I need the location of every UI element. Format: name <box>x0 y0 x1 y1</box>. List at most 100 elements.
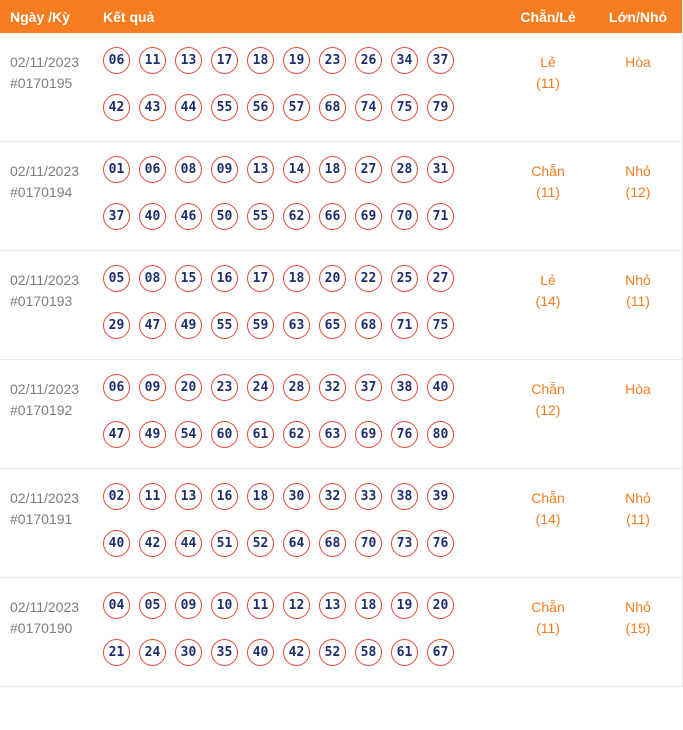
number-ball: 19 <box>283 47 310 74</box>
numbers-line-1: 06 11 13 17 18 19 23 26 34 37 <box>103 47 502 74</box>
evenodd-cell: Chẵn (11) <box>502 592 594 666</box>
number-ball: 68 <box>319 530 346 557</box>
table-header: Ngày /Kỳ Kết quả Chẵn/Lẻ Lớn/Nhỏ <box>0 0 682 33</box>
number-ball: 16 <box>211 483 238 510</box>
number-ball: 02 <box>103 483 130 510</box>
number-ball: 06 <box>103 374 130 401</box>
number-ball: 18 <box>319 156 346 183</box>
number-ball: 44 <box>175 94 202 121</box>
number-ball: 68 <box>319 94 346 121</box>
number-ball: 13 <box>175 483 202 510</box>
number-ball: 59 <box>247 312 274 339</box>
draw-info-cell: 02/11/2023 #0170191 <box>0 483 95 557</box>
numbers-line-2: 37 40 46 50 55 62 66 69 70 71 <box>103 203 502 230</box>
evenodd-cell: Chẵn (12) <box>502 374 594 448</box>
number-ball: 14 <box>283 156 310 183</box>
number-ball: 51 <box>211 530 238 557</box>
draw-id: #0170193 <box>10 293 73 309</box>
number-ball: 11 <box>139 483 166 510</box>
number-ball: 20 <box>319 265 346 292</box>
keno-results-table: Ngày /Kỳ Kết quả Chẵn/Lẻ Lớn/Nhỏ 02/11/2… <box>0 0 683 687</box>
draw-date: 02/11/2023 <box>10 163 80 179</box>
evenodd-label: Chẵn <box>531 381 565 397</box>
number-ball: 74 <box>355 94 382 121</box>
number-ball: 73 <box>391 530 418 557</box>
number-ball: 56 <box>247 94 274 121</box>
number-ball: 42 <box>139 530 166 557</box>
number-ball: 19 <box>391 592 418 619</box>
number-ball: 06 <box>139 156 166 183</box>
numbers-cell: 04 05 09 10 11 12 13 18 19 20 21 24 30 35 40 42 52 58 61 6… <box>95 592 502 666</box>
number-ball: 46 <box>175 203 202 230</box>
number-ball: 27 <box>355 156 382 183</box>
number-ball: 24 <box>139 639 166 666</box>
table-body: 02/11/2023 #0170195 06 11 13 17 18 19 23 26 34 37… <box>0 33 682 687</box>
number-ball: 40 <box>247 639 274 666</box>
draw-id: #0170190 <box>10 620 73 636</box>
number-ball: 18 <box>247 47 274 74</box>
number-ball: 80 <box>427 421 454 448</box>
number-ball: 55 <box>211 312 238 339</box>
number-ball: 17 <box>247 265 274 292</box>
evenodd-label: Chẵn <box>531 599 565 615</box>
number-ball: 52 <box>319 639 346 666</box>
number-ball: 13 <box>247 156 274 183</box>
numbers-line-2: 29 47 49 55 59 63 65 68 71 75 <box>103 312 502 339</box>
number-ball: 18 <box>355 592 382 619</box>
bigsmall-label: Hòa <box>625 381 651 397</box>
result-row: 02/11/2023 #0170195 06 11 13 17 18 19 23 26 34 37… <box>0 33 682 142</box>
number-ball: 23 <box>319 47 346 74</box>
number-ball: 37 <box>427 47 454 74</box>
number-ball: 42 <box>283 639 310 666</box>
draw-id: #0170195 <box>10 75 73 91</box>
evenodd-cell: Lẻ (14) <box>502 265 594 339</box>
numbers-cell: 05 08 15 16 17 18 20 22 25 27 29 47 49 55 59 63 65 68 71 7… <box>95 265 502 339</box>
bigsmall-count: (15) <box>625 620 651 636</box>
bigsmall-label: Nhỏ <box>625 490 651 506</box>
number-ball: 52 <box>247 530 274 557</box>
numbers-line-2: 42 43 44 55 56 57 68 74 75 79 <box>103 94 502 121</box>
number-ball: 30 <box>283 483 310 510</box>
bigsmall-count: (11) <box>626 511 650 527</box>
number-ball: 70 <box>355 530 382 557</box>
header-bigsmall-column: Lớn/Nhỏ <box>608 8 668 25</box>
number-ball: 55 <box>247 203 274 230</box>
bigsmall-cell: Nhỏ (15) <box>594 592 682 666</box>
evenodd-count: (12) <box>535 402 561 418</box>
result-row: 02/11/2023 #0170194 01 06 08 09 13 14 18 27 28 31… <box>0 142 682 251</box>
number-ball: 38 <box>391 483 418 510</box>
number-ball: 28 <box>283 374 310 401</box>
bigsmall-cell: Hòa <box>594 374 682 448</box>
number-ball: 17 <box>211 47 238 74</box>
draw-info-cell: 02/11/2023 #0170195 <box>0 47 95 121</box>
number-ball: 40 <box>103 530 130 557</box>
number-ball: 27 <box>427 265 454 292</box>
evenodd-label: Chẵn <box>531 490 565 506</box>
number-ball: 71 <box>391 312 418 339</box>
bigsmall-cell: Hòa <box>594 47 682 121</box>
header-result-column: Kết quả <box>103 8 155 25</box>
draw-date: 02/11/2023 <box>10 54 80 70</box>
number-ball: 61 <box>247 421 274 448</box>
number-ball: 55 <box>211 94 238 121</box>
evenodd-count: (11) <box>536 184 560 200</box>
draw-info-cell: 02/11/2023 #0170194 <box>0 156 95 230</box>
result-row: 02/11/2023 #0170193 05 08 15 16 17 18 20 22 25 27… <box>0 251 682 360</box>
number-ball: 75 <box>391 94 418 121</box>
evenodd-cell: Chẵn (14) <box>502 483 594 557</box>
number-ball: 57 <box>283 94 310 121</box>
number-ball: 37 <box>103 203 130 230</box>
draw-date: 02/11/2023 <box>10 599 80 615</box>
numbers-line-1: 01 06 08 09 13 14 18 27 28 31 <box>103 156 502 183</box>
number-ball: 75 <box>427 312 454 339</box>
number-ball: 65 <box>319 312 346 339</box>
number-ball: 37 <box>355 374 382 401</box>
numbers-line-2: 40 42 44 51 52 64 68 70 73 76 <box>103 530 502 557</box>
number-ball: 63 <box>319 421 346 448</box>
evenodd-cell: Chẵn (11) <box>502 156 594 230</box>
number-ball: 62 <box>283 421 310 448</box>
number-ball: 67 <box>427 639 454 666</box>
number-ball: 05 <box>139 592 166 619</box>
number-ball: 76 <box>427 530 454 557</box>
number-ball: 29 <box>103 312 130 339</box>
